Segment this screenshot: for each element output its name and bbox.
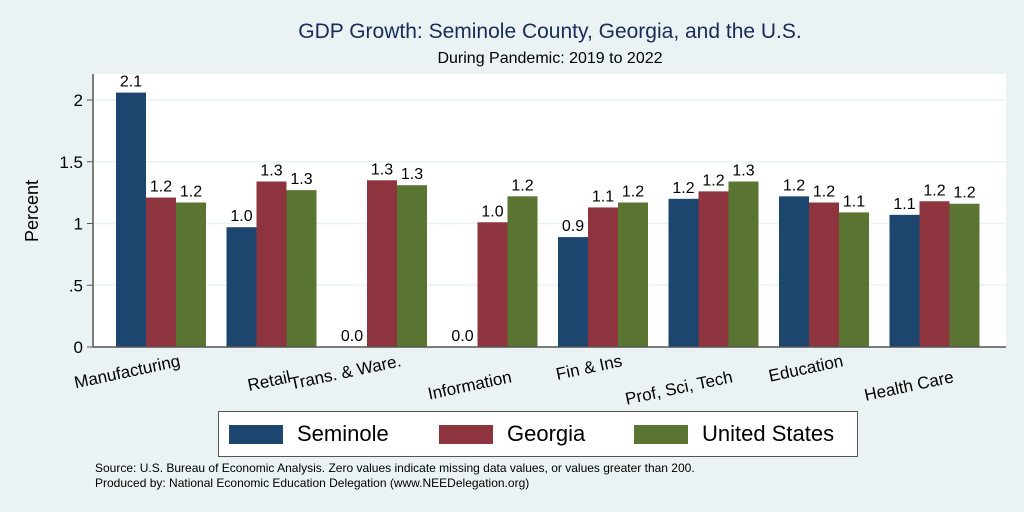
y-tick-label: 1.5 <box>59 153 83 172</box>
legend-label: Seminole <box>297 421 389 446</box>
legend-swatch <box>634 424 688 444</box>
bar-united-states <box>507 196 538 347</box>
bar-seminole <box>779 196 809 347</box>
data-label: 1.2 <box>953 185 975 202</box>
data-label: 1.3 <box>290 171 312 188</box>
legend-item-seminole: Seminole <box>229 412 389 456</box>
data-label: 1.0 <box>481 203 503 220</box>
data-label: 1.2 <box>813 184 835 201</box>
data-label: 1.2 <box>622 184 644 201</box>
produced-by-note: Produced by: National Economic Education… <box>95 476 530 490</box>
data-label: 2.1 <box>120 74 142 91</box>
bar-united-states <box>728 181 759 347</box>
data-label: 1.1 <box>592 188 614 205</box>
bar-united-states <box>949 203 980 347</box>
y-axis-label: Percent <box>22 180 42 242</box>
bar-georgia <box>477 222 508 347</box>
bar-georgia <box>698 191 729 347</box>
y-tick-label: 2 <box>74 91 83 110</box>
bar-chart: 2.1 1.2 1.2 1.0 1.3 1.3 0.0 1.3 1.3 0.0 1.0 1.2 0.9 1… <box>22 74 1006 409</box>
legend-swatch <box>439 424 493 444</box>
x-tick-label: Health Care <box>863 367 956 404</box>
data-label: 1.2 <box>150 179 172 196</box>
data-label: 0.9 <box>562 218 584 235</box>
data-label: 0.0 <box>341 328 363 345</box>
x-tick-label: Information <box>426 367 513 403</box>
legend-label: United States <box>702 421 835 446</box>
bar-united-states <box>839 212 869 347</box>
bar-georgia <box>146 197 176 347</box>
bar-georgia <box>256 181 287 347</box>
x-tick-label: Manufacturing <box>73 351 182 392</box>
bar-united-states <box>176 202 206 347</box>
data-label: 1.2 <box>783 177 805 194</box>
x-tick-label: Education <box>767 351 845 385</box>
legend-item-united-states: United States <box>634 412 834 456</box>
data-label: 1.1 <box>843 193 865 210</box>
data-label: 1.2 <box>672 180 694 197</box>
data-label: 1.2 <box>702 172 724 189</box>
legend: Seminole Georgia United States <box>218 411 858 457</box>
y-tick-label: 1 <box>74 215 83 234</box>
bar-seminole <box>889 214 920 347</box>
data-label: 1.2 <box>923 182 945 199</box>
bar-seminole <box>668 198 699 347</box>
bar-georgia <box>367 180 397 347</box>
bar-georgia <box>809 202 839 347</box>
data-label: 1.1 <box>893 196 915 213</box>
chart-title: GDP Growth: Seminole County, Georgia, an… <box>298 20 802 43</box>
x-tick-label: Fin & Ins <box>554 351 624 384</box>
bar-united-states <box>286 190 317 347</box>
x-tick-label: Trans. & Ware. <box>288 351 403 393</box>
data-label: 1.3 <box>371 161 393 178</box>
bar-seminole <box>116 92 146 347</box>
data-label: 1.0 <box>230 208 252 225</box>
data-label: 1.2 <box>180 184 202 201</box>
data-label: 1.3 <box>260 163 282 180</box>
data-label: 1.2 <box>511 177 533 194</box>
legend-swatch <box>229 424 283 444</box>
chart-subtitle: During Pandemic: 2019 to 2022 <box>437 50 663 67</box>
bar-seminole <box>226 227 257 347</box>
y-tick-label: 0 <box>74 338 83 357</box>
data-label: 1.3 <box>401 166 423 183</box>
bar-georgia <box>588 207 618 347</box>
bar-seminole <box>558 237 588 347</box>
bar-georgia <box>919 201 950 347</box>
legend-label: Georgia <box>507 421 586 446</box>
legend-item-georgia: Georgia <box>439 412 585 456</box>
bar-united-states <box>618 202 648 347</box>
y-tick-label: .5 <box>69 276 83 295</box>
x-tick-label: Retail <box>246 367 292 395</box>
data-label: 1.3 <box>732 163 754 180</box>
source-note: Source: U.S. Bureau of Economic Analysis… <box>95 461 695 475</box>
x-tick-label: Prof, Sci, Tech <box>623 367 734 408</box>
bar-united-states <box>397 185 427 347</box>
data-label: 0.0 <box>451 328 473 345</box>
